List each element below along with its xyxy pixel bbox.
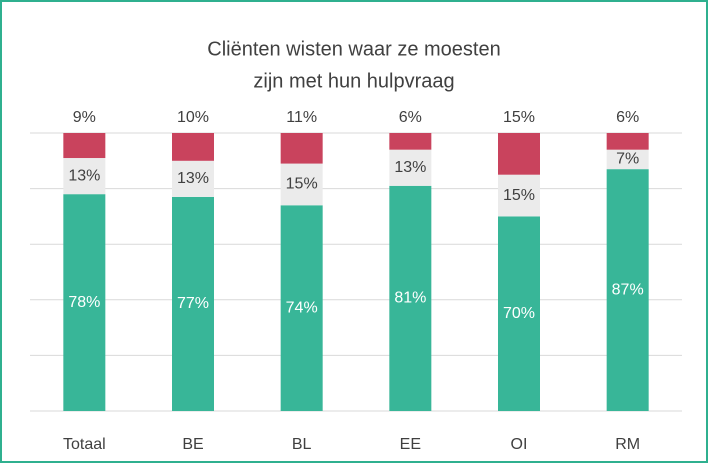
data-label: 9% [73, 109, 96, 126]
bar-segment [498, 133, 540, 175]
bar-segment [389, 133, 432, 150]
data-label: 15% [503, 109, 535, 126]
data-label: 87% [612, 281, 644, 298]
data-label: 81% [394, 290, 426, 307]
x-tick-label: RM [615, 436, 640, 453]
data-label: 10% [177, 109, 209, 126]
bar-segment [63, 158, 106, 195]
data-label: 15% [503, 187, 535, 204]
bar-segment [498, 216, 540, 411]
bar-segment [606, 149, 649, 170]
data-label: 13% [68, 167, 100, 184]
bar-segment [172, 160, 214, 197]
bar-segment [172, 133, 214, 161]
bar-segment [280, 133, 323, 164]
x-tick-label: BE [182, 436, 203, 453]
bar-segment [606, 169, 649, 411]
data-label: 11% [286, 109, 317, 126]
chart-title: zijn met hun hulpvraag [253, 70, 454, 92]
data-label: 78% [68, 294, 100, 311]
bar-segment [280, 163, 323, 206]
x-tick-label: OI [511, 436, 528, 453]
bar-segment [63, 194, 106, 411]
data-label: 15% [286, 176, 318, 193]
data-label: 13% [394, 159, 426, 176]
data-label: 77% [177, 295, 209, 312]
x-tick-label: Totaal [63, 436, 106, 453]
x-tick-label: EE [400, 436, 421, 453]
bar-segment [63, 133, 106, 159]
data-label: 7% [616, 151, 639, 168]
chart-title: Cliënten wisten waar ze moesten [207, 38, 500, 60]
bar-segment [280, 205, 323, 411]
bar-segment [172, 196, 214, 411]
bar-segment [498, 174, 540, 217]
bar-segment [389, 185, 432, 411]
data-label: 13% [177, 170, 209, 187]
data-label: 70% [503, 305, 535, 322]
data-label: 74% [286, 299, 318, 316]
data-label: 6% [616, 109, 639, 126]
x-tick-label: BL [292, 436, 312, 453]
data-label: 6% [399, 109, 422, 126]
bar-segment [389, 149, 432, 186]
bar-segment [606, 133, 649, 150]
